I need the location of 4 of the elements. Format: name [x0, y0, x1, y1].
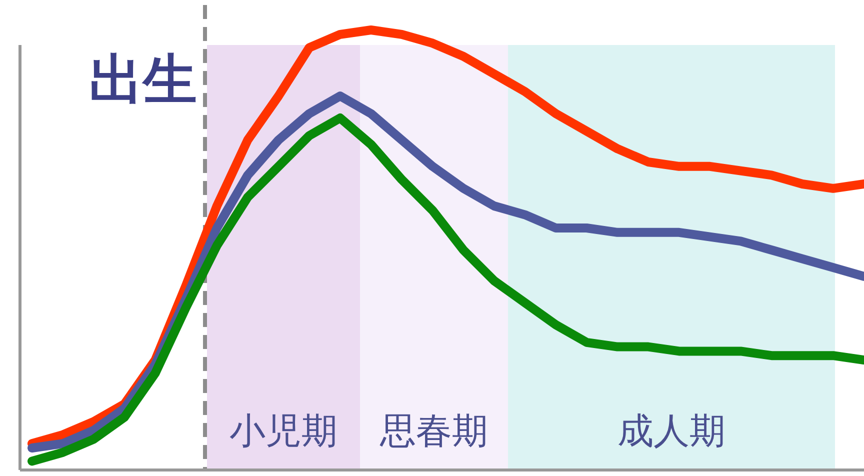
annotation: 小児期	[230, 410, 338, 451]
annotation: 思春期	[379, 410, 488, 451]
annotation: 成人期	[618, 410, 726, 451]
annotation: 出生	[89, 50, 197, 110]
